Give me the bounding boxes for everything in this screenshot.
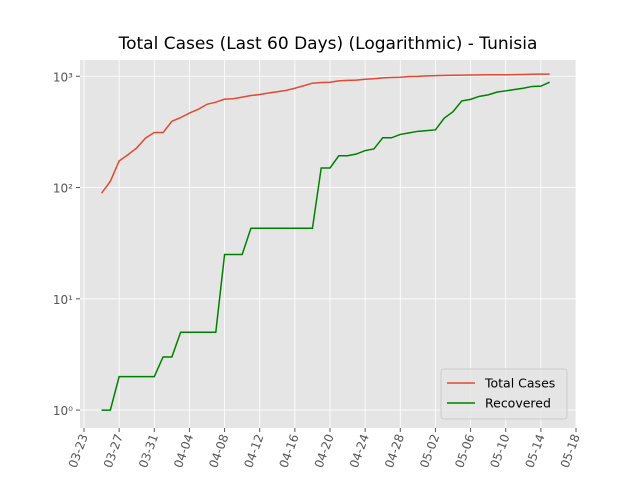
y-tick-label: 10¹ [53,293,73,307]
line-series [101,81,550,411]
x-tick-label: 05-18 [558,432,583,470]
x-tick-label: 05-14 [523,432,548,470]
x-tick-label: 04-08 [206,432,231,470]
x-tick-label: 05-02 [417,432,442,470]
x-tick-label: 04-28 [382,432,407,470]
x-tick-label: 03-31 [136,432,161,470]
x-tick-label: 05-06 [452,432,477,470]
legend-label: Recovered [485,396,551,411]
x-tick-label: 03-23 [66,432,91,470]
x-tick-label: 03-27 [101,432,126,470]
line-series [100,73,550,194]
plot-area [80,60,576,428]
x-tick-label: 04-24 [347,432,372,470]
x-tick-label: 05-10 [487,432,512,470]
legend-box [440,368,568,420]
chart-title: Total Cases (Last 60 Days) (Logarithmic)… [118,34,538,54]
x-tick-label: 04-16 [277,432,302,470]
legend: Total Cases Recovered [440,368,568,420]
y-tick-label: 10² [53,182,73,196]
legend-label: Total Cases [484,376,555,391]
y-tick-label: 10³ [53,70,73,84]
x-tick-label: 04-04 [171,432,196,470]
x-tick-label: 04-20 [312,432,337,470]
y-tick-label: 10⁰ [53,404,73,418]
x-tick-label: 04-12 [241,432,266,470]
